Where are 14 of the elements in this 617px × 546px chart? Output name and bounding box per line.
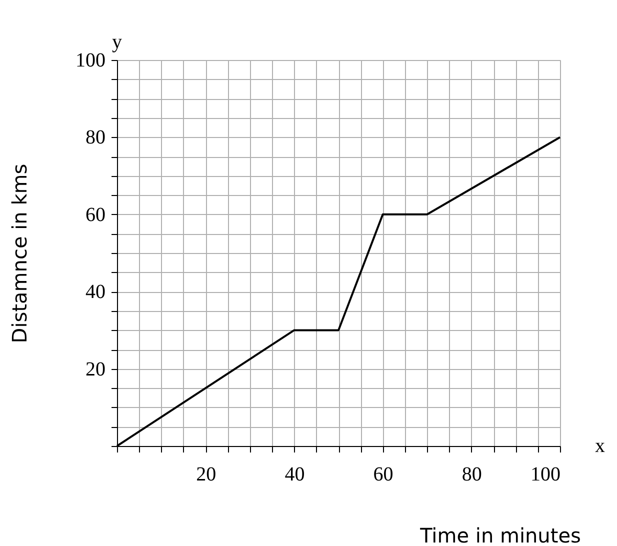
text: y: [112, 31, 122, 53]
y-tick-label: 80: [86, 126, 106, 149]
x-tick-label: 40: [284, 464, 305, 486]
y-axis-title: Distamnce in kms: [8, 164, 32, 344]
x-tick-label: 60: [373, 464, 394, 486]
text: x: [595, 435, 605, 457]
y-tick-label: 40: [86, 281, 106, 304]
y-tick-label: 60: [86, 204, 106, 226]
x-axis-title: Time in minutes: [419, 524, 581, 546]
x-tick-label: 100: [530, 464, 560, 486]
y-tick-label: 20: [86, 358, 106, 380]
x-tick-label: 80: [462, 464, 482, 486]
x-tick-label: 20: [196, 464, 216, 486]
y-tick-label: 100: [76, 50, 106, 72]
